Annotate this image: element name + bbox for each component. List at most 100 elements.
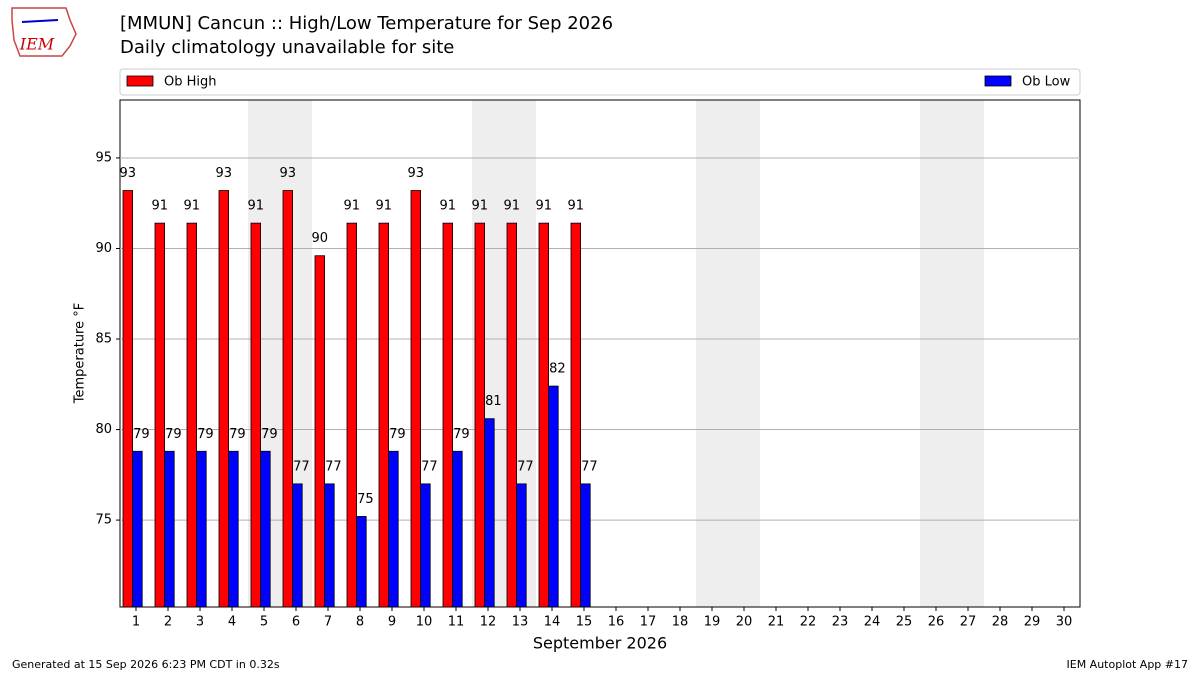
logo-line bbox=[21, 19, 59, 23]
data-label: 91 bbox=[344, 199, 361, 214]
bar bbox=[388, 450, 399, 608]
data-label: 79 bbox=[261, 427, 278, 442]
legend-box bbox=[119, 68, 1081, 96]
data-label: 77 bbox=[293, 459, 310, 474]
bar bbox=[314, 255, 326, 608]
x-tick-label: 23 bbox=[832, 615, 849, 630]
y-tick-label: 80 bbox=[95, 422, 112, 437]
x-tick-label: 9 bbox=[388, 615, 396, 630]
x-tick-label: 16 bbox=[608, 615, 625, 630]
bar bbox=[282, 190, 294, 608]
x-tick-label: 30 bbox=[1056, 615, 1073, 630]
logo-outline bbox=[11, 7, 77, 57]
data-label: 79 bbox=[133, 427, 150, 442]
data-label: 79 bbox=[165, 427, 182, 442]
x-tick-label: 4 bbox=[228, 615, 236, 630]
x-tick-label: 20 bbox=[736, 615, 753, 630]
bar bbox=[548, 385, 559, 608]
data-label: 91 bbox=[248, 199, 265, 214]
data-label: 79 bbox=[453, 427, 470, 442]
x-tick-label: 24 bbox=[864, 615, 881, 630]
x-tick-label: 1 bbox=[132, 615, 140, 630]
bar bbox=[378, 222, 390, 608]
x-tick-label: 14 bbox=[544, 615, 561, 630]
bar bbox=[164, 450, 175, 608]
data-label: 75 bbox=[357, 492, 374, 507]
bar bbox=[324, 483, 335, 608]
x-tick-label: 19 bbox=[704, 615, 721, 630]
legend-swatch bbox=[984, 75, 1012, 87]
x-tick-label: 2 bbox=[164, 615, 172, 630]
data-label: 79 bbox=[389, 427, 406, 442]
bar bbox=[356, 516, 367, 608]
data-label: 77 bbox=[581, 459, 598, 474]
bar bbox=[516, 483, 527, 608]
x-axis-label: September 2026 bbox=[533, 634, 667, 653]
data-label: 91 bbox=[504, 199, 521, 214]
data-label: 81 bbox=[485, 394, 502, 409]
x-tick-label: 15 bbox=[576, 615, 593, 630]
y-tick-label: 85 bbox=[95, 332, 112, 347]
bar bbox=[228, 450, 239, 608]
data-label: 82 bbox=[549, 362, 566, 377]
x-tick-label: 28 bbox=[992, 615, 1009, 630]
x-tick-label: 25 bbox=[896, 615, 913, 630]
data-label: 77 bbox=[421, 459, 438, 474]
x-tick-label: 12 bbox=[480, 615, 497, 630]
legend-label: Ob Low bbox=[1022, 75, 1071, 90]
y-tick-label: 75 bbox=[95, 513, 112, 528]
y-tick-label: 90 bbox=[95, 241, 112, 256]
chart-subtitle: Daily climatology unavailable for site bbox=[120, 37, 454, 58]
data-label: 91 bbox=[568, 199, 585, 214]
footer-left: Generated at 15 Sep 2026 6:23 PM CDT in … bbox=[12, 658, 280, 671]
chart-title: [MMUN] Cancun :: High/Low Temperature fo… bbox=[120, 13, 613, 34]
x-tick-label: 7 bbox=[324, 615, 332, 630]
logo: IEM bbox=[11, 7, 77, 57]
plot-frame bbox=[119, 99, 1081, 608]
data-label: 93 bbox=[216, 166, 233, 181]
data-label: 77 bbox=[325, 459, 342, 474]
bar bbox=[570, 222, 582, 608]
data-label: 91 bbox=[440, 199, 457, 214]
data-label: 93 bbox=[408, 166, 425, 181]
data-label: 91 bbox=[152, 199, 169, 214]
x-tick-label: 27 bbox=[960, 615, 977, 630]
legend-label: Ob High bbox=[164, 75, 217, 90]
bar bbox=[506, 222, 518, 608]
x-tick-label: 11 bbox=[448, 615, 465, 630]
data-label: 91 bbox=[376, 199, 393, 214]
bar bbox=[122, 190, 134, 608]
bar bbox=[154, 222, 166, 608]
bar bbox=[484, 418, 495, 608]
bar bbox=[218, 190, 230, 608]
bar bbox=[260, 450, 271, 608]
x-tick-label: 6 bbox=[292, 615, 300, 630]
bar bbox=[250, 222, 262, 608]
weekend-band bbox=[696, 100, 760, 607]
weekend-band bbox=[920, 100, 984, 607]
x-tick-label: 17 bbox=[640, 615, 657, 630]
bar bbox=[410, 190, 422, 608]
bar bbox=[538, 222, 550, 608]
data-label: 77 bbox=[517, 459, 534, 474]
bar bbox=[132, 450, 143, 608]
x-tick-label: 3 bbox=[196, 615, 204, 630]
logo-text: IEM bbox=[19, 35, 55, 54]
bar bbox=[580, 483, 591, 608]
footer-right: IEM Autoplot App #17 bbox=[1067, 658, 1189, 671]
x-tick-label: 22 bbox=[800, 615, 817, 630]
legend-swatch bbox=[126, 75, 154, 87]
bar bbox=[186, 222, 198, 608]
x-tick-label: 26 bbox=[928, 615, 945, 630]
y-axis-label: Temperature °F bbox=[73, 303, 88, 404]
bar bbox=[474, 222, 486, 608]
data-label: 90 bbox=[312, 231, 329, 246]
x-tick-label: 10 bbox=[416, 615, 433, 630]
x-tick-label: 21 bbox=[768, 615, 785, 630]
data-label: 91 bbox=[184, 199, 201, 214]
bar bbox=[442, 222, 454, 608]
x-tick-label: 8 bbox=[356, 615, 364, 630]
data-label: 91 bbox=[536, 199, 553, 214]
bar bbox=[452, 450, 463, 608]
